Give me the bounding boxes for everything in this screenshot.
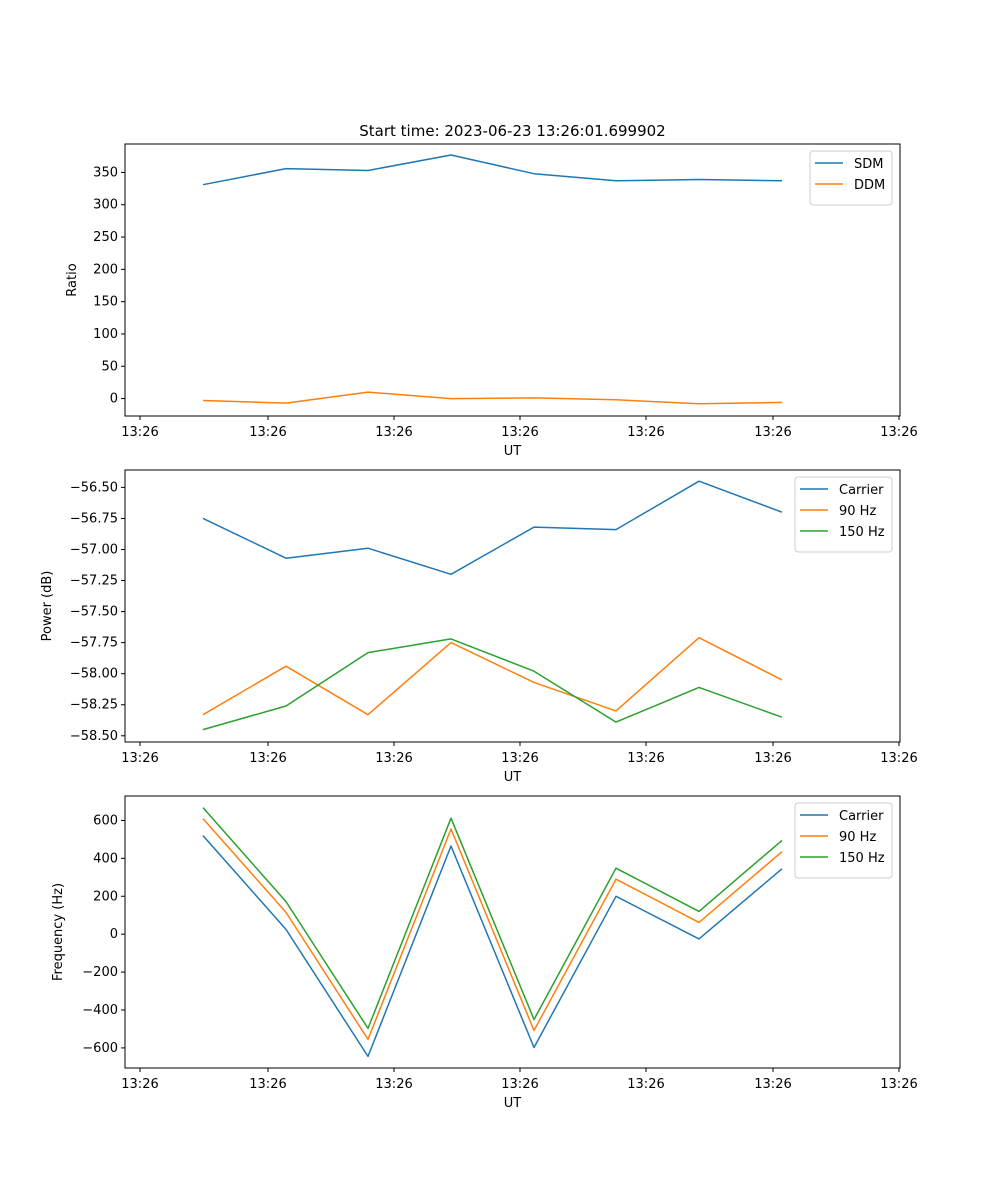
subplot-1: 0 50 100 150 200 250 300 350 13:26 13:26 13:26 13:2…: [65, 122, 918, 459]
x-tick-label: 13:26: [501, 751, 538, 766]
series-line-150-hz: [202, 807, 783, 1030]
legend: Carrier 90 Hz 150 Hz: [794, 476, 893, 553]
x-tick-label: 13:26: [501, 1077, 538, 1092]
legend-box: [809, 150, 893, 206]
x-tick-label: 13:26: [249, 425, 286, 440]
y-tick-label: 0: [110, 392, 118, 407]
plot-frame: [124, 795, 901, 1069]
series-line-150-hz: [202, 638, 783, 731]
y-tick-label: 150: [93, 295, 118, 310]
y-tick-label: −57.25: [70, 574, 118, 589]
legend-box: [794, 476, 893, 553]
series-line-90-hz: [202, 818, 783, 1041]
plot-frame: [124, 469, 901, 743]
subplot-2: −58.50 −58.25 −58.00 −57.75 −57.50 −57.25 −57.…: [40, 469, 918, 785]
x-tick-label: 13:26: [627, 1077, 664, 1092]
x-axis-label: UT: [504, 444, 522, 459]
series-line-90-hz: [202, 636, 783, 716]
series-line-sdm: [202, 154, 783, 186]
x-tick-label: 13:26: [627, 751, 664, 766]
y-tick-label: −57.50: [70, 605, 118, 620]
x-axis-label: UT: [504, 770, 522, 785]
chart-title: Start time: 2023-06-23 13:26:01.699902: [359, 122, 665, 140]
y-tick-label: −200: [82, 965, 118, 980]
legend: SDM DDM: [809, 150, 893, 206]
x-tick-label: 13:26: [375, 1077, 412, 1092]
legend-box: [794, 802, 893, 879]
y-axis-label: Frequency (Hz): [51, 883, 66, 981]
x-tick-label: 13:26: [627, 425, 664, 440]
x-tick-label: 13:26: [121, 425, 158, 440]
x-tick-label: 13:26: [880, 425, 917, 440]
x-tick-label: 13:26: [754, 425, 791, 440]
legend-label: DDM: [854, 178, 885, 193]
y-tick-label: −56.50: [70, 480, 118, 495]
x-tick-label: 13:26: [754, 751, 791, 766]
x-tick-label: 13:26: [249, 1077, 286, 1092]
y-axis-label: Ratio: [65, 263, 80, 296]
y-tick-label: −58.00: [70, 667, 118, 682]
plot-frame: [124, 143, 901, 417]
y-tick-label: −57.75: [70, 636, 118, 651]
x-tick-label: 13:26: [375, 425, 412, 440]
y-tick-label: −600: [82, 1041, 118, 1056]
y-tick-label: 200: [93, 889, 118, 904]
y-tick-label: 100: [93, 327, 118, 342]
series-line-carrier: [202, 480, 783, 576]
y-axis-label: Power (dB): [40, 571, 55, 642]
y-tick-label: 0: [110, 927, 118, 942]
y-tick-label: 200: [93, 262, 118, 277]
x-tick-label: 13:26: [880, 751, 917, 766]
series-line-carrier: [202, 835, 783, 1058]
y-tick-label: 300: [93, 198, 118, 213]
subplot-3: −600 −400 −200 0 200 400 600 13:26 13:26 13:26 13:…: [51, 795, 918, 1111]
y-tick-label: −58.25: [70, 698, 118, 713]
x-tick-label: 13:26: [375, 751, 412, 766]
x-tick-label: 13:26: [501, 425, 538, 440]
y-tick-label: −56.75: [70, 511, 118, 526]
y-tick-label: −58.50: [70, 729, 118, 744]
legend-label: 90 Hz: [839, 504, 876, 519]
series-line-ddm: [202, 391, 783, 405]
legend-label: 150 Hz: [839, 851, 885, 866]
x-tick-label: 13:26: [754, 1077, 791, 1092]
legend-label: Carrier: [839, 809, 884, 824]
y-tick-label: −400: [82, 1003, 118, 1018]
y-tick-label: −57.00: [70, 542, 118, 557]
legend-label: Carrier: [839, 483, 884, 498]
legend-label: SDM: [854, 157, 883, 172]
y-tick-label: 50: [101, 359, 118, 374]
x-tick-label: 13:26: [121, 1077, 158, 1092]
y-tick-label: 350: [93, 165, 118, 180]
x-axis-label: UT: [504, 1096, 522, 1111]
x-tick-label: 13:26: [249, 751, 286, 766]
x-tick-label: 13:26: [880, 1077, 917, 1092]
legend: Carrier 90 Hz 150 Hz: [794, 802, 893, 879]
legend-label: 150 Hz: [839, 525, 885, 540]
x-tick-label: 13:26: [121, 751, 158, 766]
y-tick-label: 600: [93, 813, 118, 828]
legend-label: 90 Hz: [839, 830, 876, 845]
y-tick-label: 400: [93, 851, 118, 866]
y-tick-label: 250: [93, 230, 118, 245]
